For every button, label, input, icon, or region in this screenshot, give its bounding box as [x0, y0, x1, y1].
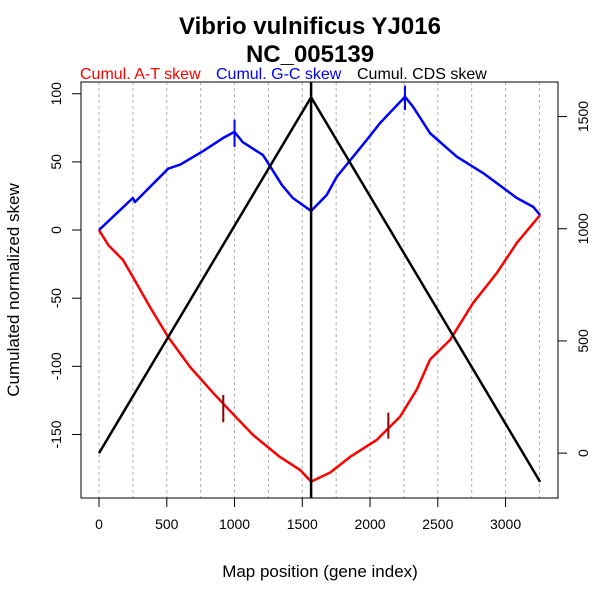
y2-tick-label: 0: [575, 449, 591, 457]
y2-tick-label: 500: [575, 329, 591, 353]
series-line-0: [97, 214, 542, 483]
y-tick-label: -50: [48, 288, 64, 308]
x-axis-label: Map position (gene index): [222, 562, 418, 581]
y-tick-label: 50: [48, 154, 64, 170]
y-tick-label: 0: [48, 226, 64, 234]
y-tick-label: -100: [48, 352, 64, 380]
x-tick-label: 500: [155, 516, 179, 532]
y2-tick-label: 1500: [575, 101, 591, 132]
plot-frame: [80, 81, 559, 499]
series-line-2: [97, 96, 542, 483]
series-line-1: [98, 95, 542, 231]
x-tick-label: 0: [95, 516, 103, 532]
legend-gc-skew: Cumul. G-C skew: [216, 66, 342, 83]
x-tick-label: 2000: [354, 516, 385, 532]
y2-tick-label: 1000: [575, 213, 591, 244]
chart-title: Vibrio vulnificus YJ016: [179, 13, 441, 40]
x-tick-label: 1000: [219, 516, 250, 532]
x-tick-label: 2500: [422, 516, 453, 532]
legend-at-skew: Cumul. A-T skew: [80, 66, 201, 83]
y-tick-label: -150: [48, 420, 64, 448]
x-tick-label: 3000: [490, 516, 521, 532]
y-axis-label: Cumulated normalized skew: [4, 183, 23, 397]
x-tick-label: 1500: [287, 516, 318, 532]
legend-cds-skew: Cumul. CDS skew: [357, 66, 487, 83]
chart-subtitle: NC_005139: [246, 41, 374, 68]
y-tick-label: 100: [48, 82, 64, 106]
